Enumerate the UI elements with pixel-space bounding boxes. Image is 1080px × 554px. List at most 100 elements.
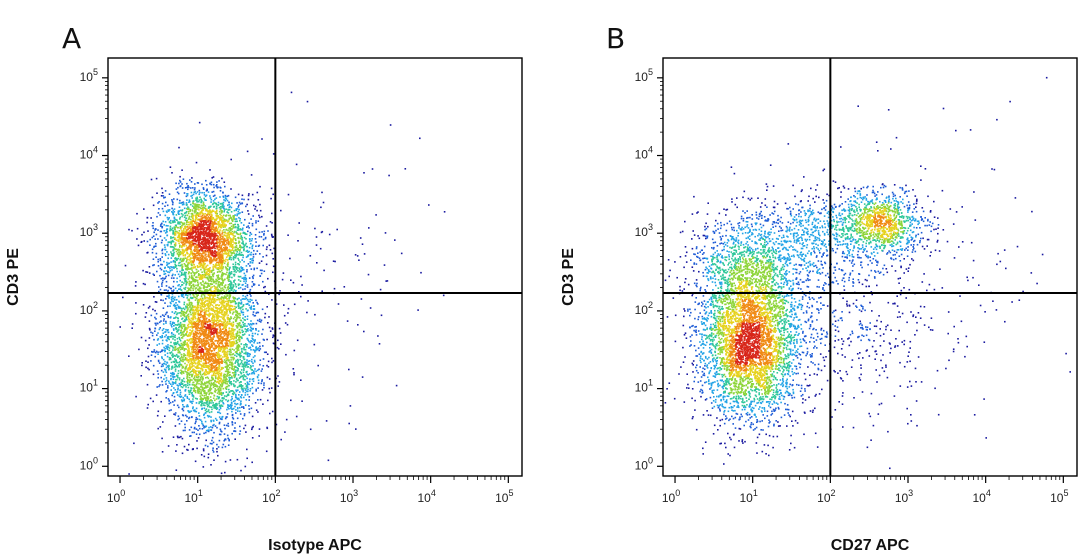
event-dot xyxy=(238,344,241,347)
event-dot xyxy=(207,284,209,287)
event-dot xyxy=(230,323,232,325)
event-dot xyxy=(200,201,202,203)
event-dot xyxy=(199,289,202,292)
event-dot xyxy=(162,220,164,223)
event-dot xyxy=(235,314,237,316)
event-dot xyxy=(181,209,183,212)
event-dot xyxy=(227,303,229,305)
event-dot xyxy=(222,350,225,352)
event-dot xyxy=(173,277,175,279)
event-dot xyxy=(215,398,218,400)
event-dot xyxy=(233,374,235,376)
event-dot xyxy=(244,298,246,300)
event-dot xyxy=(236,330,239,333)
event-dot xyxy=(242,314,245,316)
event-dot xyxy=(190,313,192,316)
event-dot xyxy=(293,372,295,374)
event-dot xyxy=(221,310,223,312)
event-dot xyxy=(182,249,184,252)
event-dot xyxy=(216,369,219,371)
event-dot xyxy=(201,407,203,410)
event-dot xyxy=(204,298,206,300)
event-dot xyxy=(267,366,270,368)
event-dot xyxy=(172,254,175,256)
event-dot xyxy=(168,217,170,219)
event-dot xyxy=(253,283,256,286)
event-dot xyxy=(228,405,231,407)
event-dot xyxy=(220,368,222,371)
event-dot xyxy=(208,426,210,429)
event-dot xyxy=(190,263,193,266)
event-dot xyxy=(230,307,232,310)
event-dot xyxy=(247,251,249,253)
event-dot xyxy=(159,384,161,386)
event-dot xyxy=(248,238,251,240)
event-dot xyxy=(233,372,236,374)
event-dot xyxy=(190,287,192,289)
event-dot xyxy=(227,381,229,383)
event-dot xyxy=(198,418,201,421)
event-dot xyxy=(199,388,202,391)
event-dot xyxy=(262,365,265,367)
event-dot xyxy=(209,426,212,428)
event-dot xyxy=(238,201,241,204)
event-dot xyxy=(221,287,224,289)
event-dot xyxy=(228,439,230,442)
event-dot xyxy=(178,364,181,366)
event-dot xyxy=(224,360,227,363)
event-dot xyxy=(145,312,148,314)
event-dot xyxy=(197,374,199,376)
event-dot xyxy=(251,461,253,464)
event-dot xyxy=(214,289,217,291)
event-dot xyxy=(217,390,220,392)
event-dot xyxy=(225,252,227,254)
event-dot xyxy=(239,233,241,236)
event-dot xyxy=(212,315,214,317)
event-dot xyxy=(205,408,208,410)
event-dot xyxy=(210,300,213,302)
event-dot xyxy=(198,273,200,275)
event-dot xyxy=(220,309,222,311)
event-dot xyxy=(226,316,229,319)
event-dot xyxy=(201,402,204,405)
event-dot xyxy=(195,402,198,404)
event-dot xyxy=(235,209,237,212)
event-dot xyxy=(178,365,181,368)
event-dot xyxy=(195,385,198,388)
event-dot xyxy=(244,325,246,327)
event-dot xyxy=(223,301,226,304)
event-dot xyxy=(160,400,162,403)
event-dot xyxy=(199,392,202,395)
event-dot xyxy=(194,288,197,290)
event-dot xyxy=(228,217,231,220)
event-dot xyxy=(172,349,174,351)
event-dot xyxy=(208,392,211,394)
event-dot xyxy=(230,251,232,254)
event-dot xyxy=(167,398,170,400)
event-dot xyxy=(249,323,252,325)
event-dot xyxy=(203,383,206,385)
event-dot xyxy=(175,226,178,228)
event-dot xyxy=(157,376,159,379)
event-dot xyxy=(252,313,254,316)
event-dot xyxy=(178,288,180,290)
event-dot xyxy=(237,339,239,341)
event-dot xyxy=(180,202,182,204)
event-dot xyxy=(179,384,181,386)
event-dot xyxy=(204,205,207,207)
event-dot xyxy=(191,209,194,211)
event-dot xyxy=(163,197,165,199)
event-dot xyxy=(232,224,235,226)
event-dot xyxy=(214,194,216,197)
event-dot xyxy=(169,401,172,404)
event-dot xyxy=(239,363,242,365)
event-dot xyxy=(230,256,232,259)
event-dot xyxy=(206,373,209,375)
event-dot xyxy=(246,337,249,340)
event-dot xyxy=(243,198,245,201)
event-dot xyxy=(188,310,191,312)
event-dot xyxy=(188,355,191,358)
event-dot xyxy=(176,444,178,446)
event-dot xyxy=(194,209,196,212)
event-dot xyxy=(242,288,244,291)
